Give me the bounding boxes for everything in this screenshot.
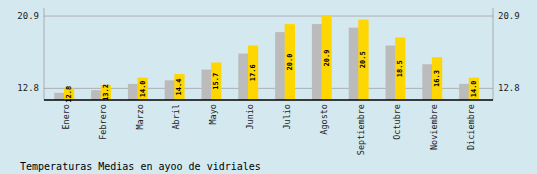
bar xyxy=(432,57,442,100)
data-label: 15.7 xyxy=(212,73,220,90)
x-tick-label: Junio xyxy=(245,104,255,130)
bar xyxy=(165,80,175,100)
bars xyxy=(54,16,479,100)
x-axis-line xyxy=(44,99,493,101)
data-label: 14.0 xyxy=(470,80,478,97)
bar xyxy=(101,85,111,100)
bar xyxy=(459,84,469,100)
data-label: 16.3 xyxy=(433,70,441,87)
bar xyxy=(174,74,184,100)
y2-axis-line xyxy=(493,8,494,100)
bar xyxy=(358,20,368,100)
data-label: 14.4 xyxy=(175,79,183,96)
x-tick-label: Noviembre xyxy=(429,104,439,150)
y-tick-label: 12.8 xyxy=(17,83,39,93)
data-label: 20.9 xyxy=(323,50,331,67)
bar xyxy=(202,70,212,100)
x-tick-label: Octubre xyxy=(392,104,402,140)
x-tick-label: Mayo xyxy=(208,104,218,124)
bar xyxy=(285,24,295,100)
x-tick-label: Septiembre xyxy=(356,104,366,155)
x-tick-label: Diciembre xyxy=(466,104,476,150)
bar xyxy=(312,24,322,100)
bar xyxy=(349,28,359,100)
x-tick-label: Abril xyxy=(171,104,181,130)
data-label: 13.2 xyxy=(102,84,110,101)
grid-line xyxy=(44,16,493,17)
data-label: 17.6 xyxy=(249,64,257,81)
x-tick-label: Enero xyxy=(61,104,71,130)
data-label: 20.0 xyxy=(286,54,294,71)
x-tick-label: Julio xyxy=(282,104,292,130)
bar xyxy=(469,78,479,100)
x-tick-label: Febrero xyxy=(98,104,108,140)
data-label: 20.5 xyxy=(359,51,367,68)
y-axis-line xyxy=(44,8,45,100)
x-tick-label: Agosto xyxy=(319,104,329,135)
bar xyxy=(211,62,221,100)
chart: 12.812.820.920.912.813.214.014.415.717.6… xyxy=(0,0,537,174)
bar xyxy=(238,54,248,100)
y2-tick-label: 12.8 xyxy=(498,83,520,93)
bar xyxy=(321,16,331,100)
bar xyxy=(54,93,64,100)
data-label: 14.0 xyxy=(139,80,147,97)
y2-tick-label: 20.9 xyxy=(498,11,520,21)
bar xyxy=(137,78,147,100)
bar xyxy=(422,64,432,100)
bar xyxy=(395,37,405,100)
y-tick-label: 20.9 xyxy=(17,11,39,21)
title: Temperaturas Medias en ayoo de vidriales xyxy=(20,161,261,172)
data-label: 18.5 xyxy=(396,60,404,77)
bar xyxy=(386,46,396,100)
bar xyxy=(91,90,101,100)
bar xyxy=(128,84,138,100)
bar xyxy=(275,32,285,100)
x-tick-label: Marzo xyxy=(135,104,145,130)
bar xyxy=(248,46,258,100)
